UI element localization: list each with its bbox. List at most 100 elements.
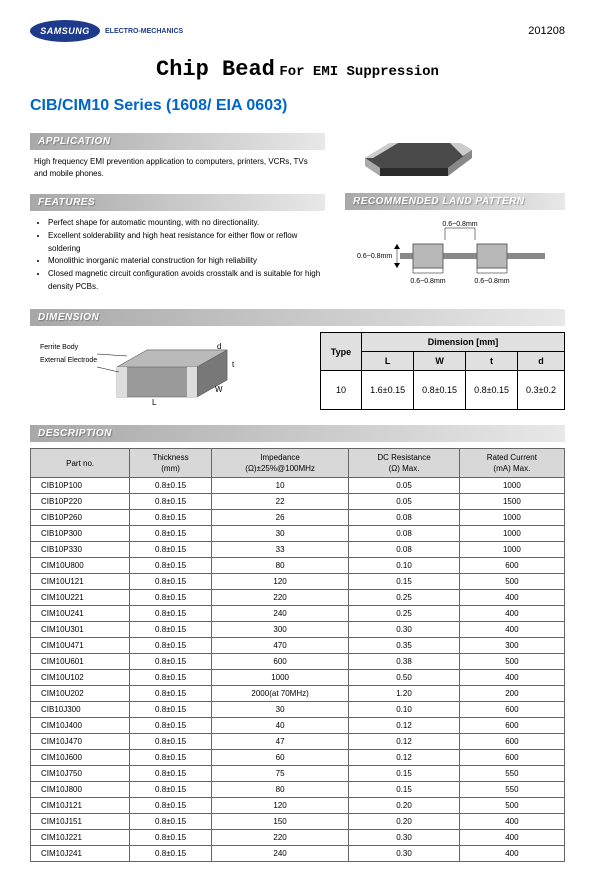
cell-part: CIM10U102 xyxy=(31,670,130,686)
cell-part: CIB10P260 xyxy=(31,510,130,526)
table-row: CIM10U8000.8±0.15800.10600 xyxy=(31,558,565,574)
header: SAMSUNG ELECTRO-MECHANICS 201208 xyxy=(30,20,565,42)
cell-part: CIM10J221 xyxy=(31,830,130,846)
th-dc: DC Resistance(Ω) Max. xyxy=(349,449,459,478)
cell-impedance: 40 xyxy=(211,718,348,734)
cell-thickness: 0.8±0.15 xyxy=(130,782,212,798)
cell-thickness: 0.8±0.15 xyxy=(130,814,212,830)
table-row: CIM10J1510.8±0.151500.20400 xyxy=(31,814,565,830)
cell-thickness: 0.8±0.15 xyxy=(130,798,212,814)
cell-dc: 0.30 xyxy=(349,830,459,846)
cell-thickness: 0.8±0.15 xyxy=(130,526,212,542)
cell-impedance: 10 xyxy=(211,478,348,494)
svg-text:W: W xyxy=(215,385,223,394)
table-row: CIM10U2410.8±0.152400.25400 xyxy=(31,606,565,622)
cell-impedance: 300 xyxy=(211,622,348,638)
cell-impedance: 26 xyxy=(211,510,348,526)
cell-thickness: 0.8±0.15 xyxy=(130,606,212,622)
cell-thickness: 0.8±0.15 xyxy=(130,654,212,670)
th-impedance: Impedance(Ω)±25%@100MHz xyxy=(211,449,348,478)
cell-part: CIM10U601 xyxy=(31,654,130,670)
cell-impedance: 30 xyxy=(211,526,348,542)
cell-impedance: 80 xyxy=(211,558,348,574)
table-row: CIB10P2600.8±0.15260.081000 xyxy=(31,510,565,526)
cell-part: CIM10J151 xyxy=(31,814,130,830)
cell-part: CIB10P100 xyxy=(31,478,130,494)
cell-current: 500 xyxy=(459,654,564,670)
cell-part: CIB10J300 xyxy=(31,702,130,718)
cell-dc: 0.05 xyxy=(349,478,459,494)
cell-thickness: 0.8±0.15 xyxy=(130,494,212,510)
table-row: CIB10P1000.8±0.15100.051000 xyxy=(31,478,565,494)
cell-current: 400 xyxy=(459,830,564,846)
upper-columns: APPLICATION High frequency EMI preventio… xyxy=(30,125,565,301)
chip-image xyxy=(345,125,485,185)
cell-current: 1000 xyxy=(459,478,564,494)
cell-impedance: 240 xyxy=(211,846,348,862)
dim-val-cell: 0.8±0.15 xyxy=(414,371,466,410)
cell-dc: 0.25 xyxy=(349,606,459,622)
cell-part: CIB10P330 xyxy=(31,542,130,558)
page: SAMSUNG ELECTRO-MECHANICS 201208 Chip Be… xyxy=(0,0,595,882)
cell-current: 300 xyxy=(459,638,564,654)
cell-thickness: 0.8±0.15 xyxy=(130,750,212,766)
table-row: CIB10P2200.8±0.15220.051500 xyxy=(31,494,565,510)
logo-oval: SAMSUNG xyxy=(30,20,100,42)
cell-impedance: 240 xyxy=(211,606,348,622)
cell-part: CIB10P300 xyxy=(31,526,130,542)
svg-text:t: t xyxy=(232,360,235,369)
cell-current: 500 xyxy=(459,574,564,590)
table-row: CIM10J4000.8±0.15400.12600 xyxy=(31,718,565,734)
cell-thickness: 0.8±0.15 xyxy=(130,718,212,734)
cell-part: CIM10J600 xyxy=(31,750,130,766)
dim-col-header: W xyxy=(414,352,466,371)
cell-dc: 0.20 xyxy=(349,814,459,830)
table-row: CIM10U2020.8±0.152000(at 70MHz)1.20200 xyxy=(31,686,565,702)
cell-impedance: 600 xyxy=(211,654,348,670)
description-table: Part no. Thickness(mm) Impedance(Ω)±25%@… xyxy=(30,448,565,862)
cell-dc: 0.08 xyxy=(349,542,459,558)
right-column: RECOMMENDED LAND PATTERN 0.6~0.8mm 0.6~0… xyxy=(345,125,565,301)
cell-part: CIM10U471 xyxy=(31,638,130,654)
cell-part: CIM10J800 xyxy=(31,782,130,798)
dimension-table: Type Dimension [mm] LWtd 10 1.6±0.150.8±… xyxy=(320,332,565,410)
dim-top-label: 0.6~0.8mm xyxy=(442,221,477,228)
description-header: DESCRIPTION xyxy=(30,425,565,442)
cell-current: 600 xyxy=(459,734,564,750)
cell-dc: 0.15 xyxy=(349,766,459,782)
cell-impedance: 2000(at 70MHz) xyxy=(211,686,348,702)
cell-thickness: 0.8±0.15 xyxy=(130,574,212,590)
cell-part: CIM10U241 xyxy=(31,606,130,622)
cell-thickness: 0.8±0.15 xyxy=(130,766,212,782)
cell-current: 500 xyxy=(459,798,564,814)
feature-item: Excellent solderability and high heat re… xyxy=(48,230,321,256)
feature-item: Monolithic inorganic material constructi… xyxy=(48,255,321,268)
cell-thickness: 0.8±0.15 xyxy=(130,510,212,526)
application-header: APPLICATION xyxy=(30,133,325,150)
features-header: FEATURES xyxy=(30,194,325,211)
cell-current: 600 xyxy=(459,702,564,718)
dim-type-val: 10 xyxy=(320,371,361,410)
cell-dc: 0.50 xyxy=(349,670,459,686)
cell-thickness: 0.8±0.15 xyxy=(130,542,212,558)
cell-impedance: 220 xyxy=(211,830,348,846)
cell-part: CIM10J400 xyxy=(31,718,130,734)
table-row: CIM10U1210.8±0.151200.15500 xyxy=(31,574,565,590)
cell-current: 1500 xyxy=(459,494,564,510)
table-row: CIM10J7500.8±0.15750.15550 xyxy=(31,766,565,782)
svg-text:L: L xyxy=(152,398,157,407)
cell-dc: 0.08 xyxy=(349,510,459,526)
left-column: APPLICATION High frequency EMI preventio… xyxy=(30,125,325,301)
cell-part: CIM10J241 xyxy=(31,846,130,862)
cell-part: CIB10P220 xyxy=(31,494,130,510)
cell-part: CIM10U301 xyxy=(31,622,130,638)
dim-col-header: L xyxy=(362,352,414,371)
table-row: CIM10J4700.8±0.15470.12600 xyxy=(31,734,565,750)
logo: SAMSUNG ELECTRO-MECHANICS xyxy=(30,20,183,42)
cell-impedance: 22 xyxy=(211,494,348,510)
cell-dc: 0.30 xyxy=(349,622,459,638)
cell-current: 400 xyxy=(459,846,564,862)
cell-current: 200 xyxy=(459,686,564,702)
dim-b1-label: 0.6~0.8mm xyxy=(410,278,445,285)
cell-current: 550 xyxy=(459,766,564,782)
